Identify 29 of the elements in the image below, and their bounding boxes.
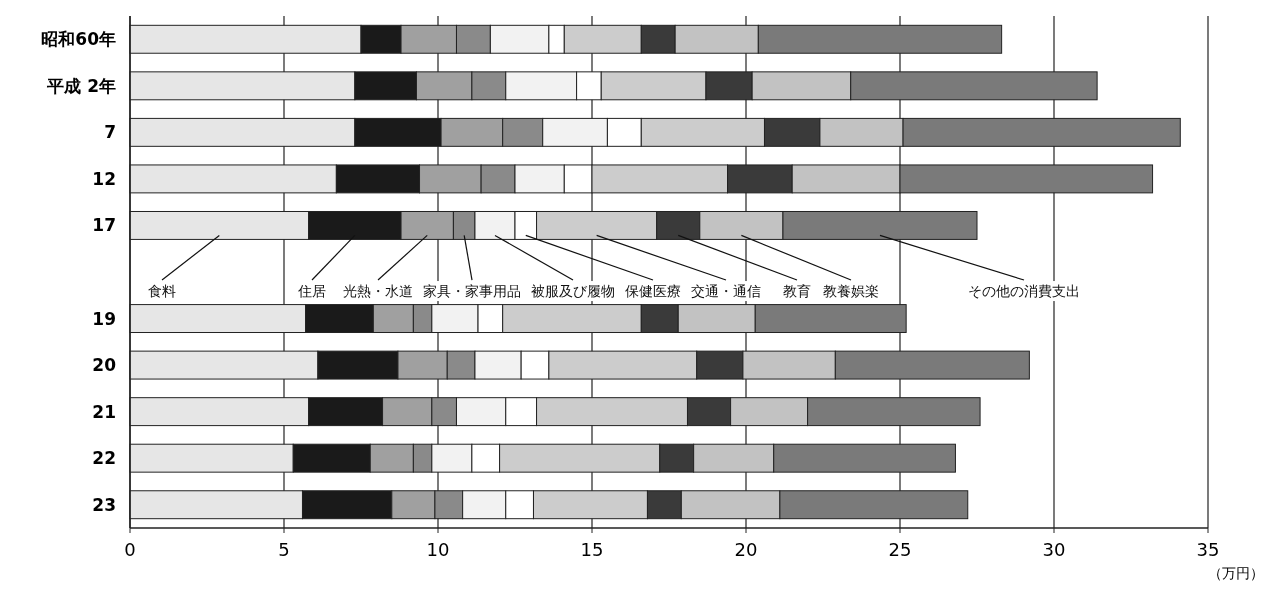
x-tick-label: 15 bbox=[580, 539, 604, 560]
y-tick-label: 平成 2年 bbox=[46, 75, 116, 96]
x-tick-label: 35 bbox=[1196, 539, 1220, 560]
y-tick-label: 17 bbox=[92, 215, 116, 236]
text: 交通・通信 bbox=[691, 283, 761, 300]
text: その他の消費支出 bbox=[968, 283, 1080, 300]
series-label: 食料 bbox=[148, 283, 176, 300]
series-label: 家具・家事用品 bbox=[423, 283, 521, 300]
y-tick-label: 20 bbox=[92, 355, 117, 376]
y-tick-label: 19 bbox=[92, 308, 116, 329]
text: 保健医療 bbox=[625, 283, 681, 300]
y-tick-label: 23 bbox=[92, 494, 116, 515]
y-tick-label: 7 bbox=[104, 122, 116, 143]
y-tick-label: 12 bbox=[92, 168, 116, 189]
y-tick-label: 昭和60年 bbox=[41, 29, 116, 50]
text: 教育 bbox=[783, 283, 811, 300]
x-tick-label: 5 bbox=[278, 539, 290, 560]
y-tick-label: 21 bbox=[92, 401, 116, 422]
series-label: 住居 bbox=[297, 283, 326, 300]
y-tick-label: 22 bbox=[92, 448, 116, 469]
text: 教養娯楽 bbox=[823, 283, 879, 300]
x-tick-label: 30 bbox=[1042, 539, 1066, 560]
x-axis-title: （万円） bbox=[1208, 565, 1264, 581]
x-tick-label: 0 bbox=[124, 539, 136, 560]
text: 被服及び履物 bbox=[531, 283, 615, 300]
x-tick-label: 20 bbox=[734, 539, 758, 560]
series-label: 光熱・水道 bbox=[343, 283, 413, 300]
x-tick-label: 10 bbox=[426, 539, 450, 560]
x-tick-label: 25 bbox=[888, 539, 912, 560]
